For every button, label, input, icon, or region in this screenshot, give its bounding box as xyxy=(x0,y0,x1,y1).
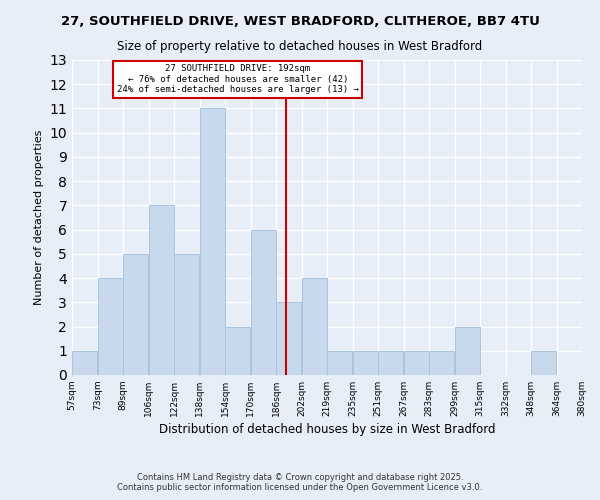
Text: Size of property relative to detached houses in West Bradford: Size of property relative to detached ho… xyxy=(118,40,482,53)
Bar xyxy=(72,351,97,375)
Bar xyxy=(455,326,480,375)
Bar xyxy=(174,254,199,375)
X-axis label: Distribution of detached houses by size in West Bradford: Distribution of detached houses by size … xyxy=(159,423,495,436)
Text: Contains HM Land Registry data © Crown copyright and database right 2025.
Contai: Contains HM Land Registry data © Crown c… xyxy=(118,473,482,492)
Y-axis label: Number of detached properties: Number of detached properties xyxy=(34,130,44,305)
Bar xyxy=(531,351,556,375)
Bar xyxy=(327,351,352,375)
Bar xyxy=(302,278,327,375)
Bar xyxy=(251,230,276,375)
Bar xyxy=(276,302,301,375)
Bar xyxy=(404,351,429,375)
Bar xyxy=(378,351,403,375)
Bar xyxy=(225,326,250,375)
Bar xyxy=(429,351,454,375)
Text: 27 SOUTHFIELD DRIVE: 192sqm
← 76% of detached houses are smaller (42)
24% of sem: 27 SOUTHFIELD DRIVE: 192sqm ← 76% of det… xyxy=(117,64,359,94)
Bar xyxy=(200,108,225,375)
Bar xyxy=(149,206,174,375)
Bar xyxy=(353,351,378,375)
Text: 27, SOUTHFIELD DRIVE, WEST BRADFORD, CLITHEROE, BB7 4TU: 27, SOUTHFIELD DRIVE, WEST BRADFORD, CLI… xyxy=(61,15,539,28)
Bar xyxy=(98,278,123,375)
Bar xyxy=(123,254,148,375)
